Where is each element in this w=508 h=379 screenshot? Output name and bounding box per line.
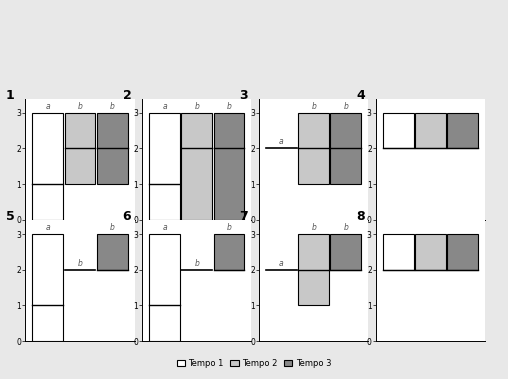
Text: 4: 4	[356, 89, 365, 102]
Text: b: b	[343, 223, 348, 232]
Text: b: b	[110, 102, 115, 111]
Text: b: b	[78, 102, 82, 111]
Text: b: b	[78, 258, 82, 268]
Text: b: b	[227, 102, 232, 111]
Bar	[298, 234, 329, 305]
Bar	[33, 113, 63, 220]
Text: a: a	[279, 137, 284, 146]
Text: a: a	[163, 223, 167, 232]
Bar	[448, 113, 478, 149]
Bar	[214, 113, 244, 220]
Bar	[383, 234, 414, 270]
Text: a: a	[46, 102, 50, 111]
Text: 8: 8	[356, 210, 365, 223]
Legend: Tempo 1, Tempo 2, Tempo 3: Tempo 1, Tempo 2, Tempo 3	[173, 356, 335, 371]
Text: b: b	[195, 258, 199, 268]
Text: 1: 1	[6, 89, 15, 102]
Text: 5: 5	[6, 210, 15, 223]
Text: 6: 6	[122, 210, 131, 223]
Text: b: b	[311, 223, 316, 232]
Bar	[331, 234, 361, 270]
Bar	[383, 113, 414, 149]
Bar	[331, 113, 361, 184]
Text: a: a	[279, 258, 284, 268]
Text: b: b	[227, 223, 232, 232]
Bar	[298, 113, 329, 184]
Bar	[415, 113, 446, 149]
Bar	[97, 234, 128, 270]
Text: a: a	[163, 102, 167, 111]
Text: b: b	[195, 102, 199, 111]
Bar	[149, 234, 180, 341]
Text: b: b	[311, 102, 316, 111]
Bar	[415, 234, 446, 270]
Bar	[181, 113, 212, 220]
Text: 3: 3	[239, 89, 248, 102]
Bar	[149, 113, 180, 220]
Bar	[97, 113, 128, 184]
Bar	[214, 234, 244, 270]
Bar	[65, 113, 96, 184]
Text: b: b	[343, 102, 348, 111]
Text: 2: 2	[122, 89, 132, 102]
Text: a: a	[46, 223, 50, 232]
Bar	[33, 234, 63, 341]
Text: b: b	[110, 223, 115, 232]
Bar	[448, 234, 478, 270]
Text: 7: 7	[239, 210, 248, 223]
